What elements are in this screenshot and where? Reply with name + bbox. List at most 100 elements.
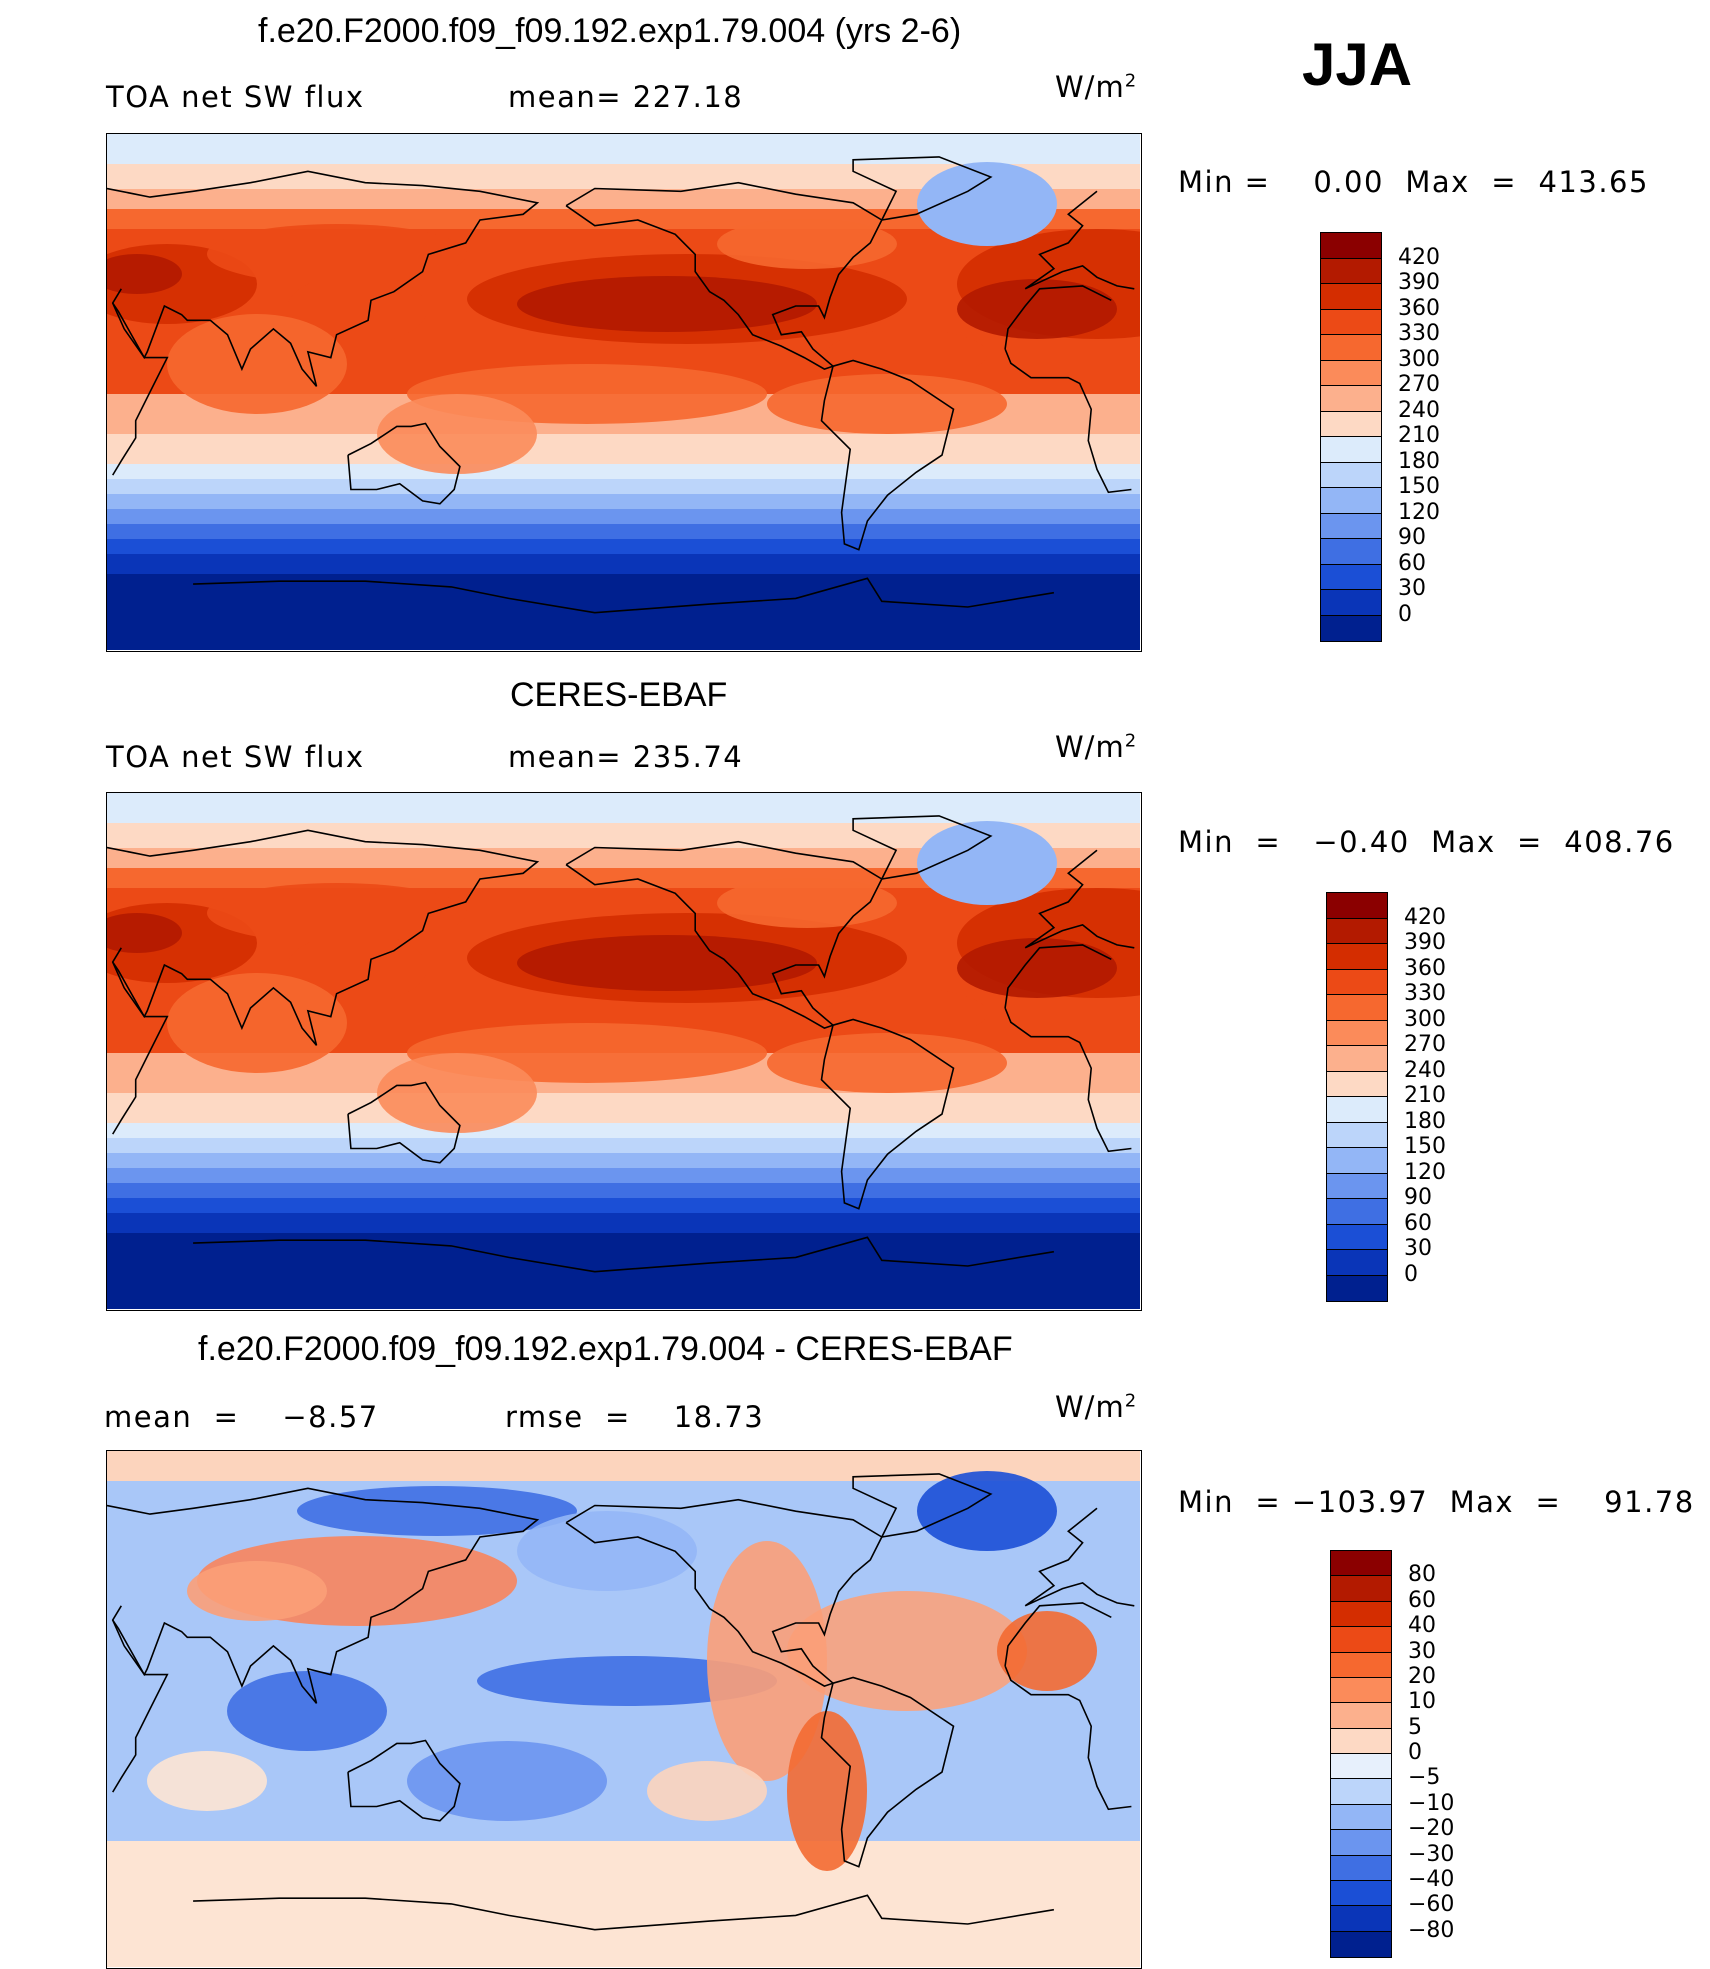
- panel3-minmax: Min = −103.97 Max = 91.78: [1178, 1485, 1695, 1519]
- colorbar-tick-label: 180: [1398, 448, 1440, 474]
- colorbar-tick-label: 20: [1408, 1663, 1436, 1689]
- colorbar-swatch: [1327, 918, 1387, 944]
- panel3-units: W/m2: [1055, 1390, 1138, 1424]
- panel2-variable-label: TOA net SW flux: [106, 740, 365, 774]
- colorbar-tick-label: 90: [1398, 525, 1426, 550]
- colorbar-swatch: [1331, 1601, 1391, 1628]
- panel2-colorbar: [1326, 892, 1388, 1302]
- colorbar-tick-label: 420: [1404, 904, 1446, 930]
- colorbar-tick-label: 150: [1398, 474, 1440, 499]
- colorbar-swatch: [1331, 1754, 1391, 1780]
- colorbar-tick-label: 420: [1398, 244, 1440, 270]
- colorbar-swatch: [1321, 564, 1381, 590]
- colorbar-tick-label: 210: [1404, 1083, 1446, 1108]
- colorbar-tick-label: 60: [1408, 1587, 1436, 1613]
- colorbar-swatch: [1321, 386, 1381, 412]
- colorbar-swatch: [1331, 1551, 1391, 1577]
- colorbar-tick-label: 270: [1404, 1032, 1446, 1057]
- colorbar-swatch: [1321, 513, 1381, 539]
- colorbar-tick-label: 120: [1398, 499, 1440, 525]
- colorbar-tick-label: 0: [1398, 601, 1412, 627]
- colorbar-tick-label: −80: [1408, 1917, 1455, 1943]
- panel3-map: [106, 1450, 1142, 1969]
- colorbar-swatch: [1331, 1804, 1391, 1831]
- colorbar-swatch: [1327, 944, 1387, 970]
- colorbar-tick-label: 300: [1404, 1006, 1446, 1032]
- colorbar-tick-label: 80: [1408, 1562, 1436, 1588]
- colorbar-swatch: [1321, 615, 1381, 641]
- colorbar-tick-label: 210: [1398, 423, 1440, 448]
- colorbar-tick-label: 0: [1404, 1261, 1418, 1287]
- colorbar-swatch: [1321, 539, 1381, 565]
- colorbar-swatch: [1327, 1148, 1387, 1174]
- colorbar-swatch: [1327, 1173, 1387, 1199]
- colorbar-swatch: [1327, 995, 1387, 1021]
- colorbar-tick-label: 180: [1404, 1108, 1446, 1134]
- colorbar-tick-label: 330: [1404, 981, 1446, 1006]
- colorbar-swatch: [1327, 893, 1387, 919]
- panel2-minmax: Min = −0.40 Max = 408.76: [1178, 825, 1675, 859]
- panel1-colorbar: [1320, 232, 1382, 642]
- colorbar-swatch: [1331, 1830, 1391, 1856]
- colorbar-tick-label: 10: [1408, 1689, 1436, 1715]
- colorbar-swatch: [1321, 335, 1381, 361]
- colorbar-swatch: [1331, 1652, 1391, 1678]
- colorbar-swatch: [1321, 488, 1381, 514]
- colorbar-tick-label: 270: [1398, 372, 1440, 397]
- colorbar-swatch: [1331, 1728, 1391, 1754]
- colorbar-swatch: [1321, 590, 1381, 616]
- colorbar-tick-label: 390: [1398, 270, 1440, 295]
- colorbar-tick-label: 120: [1404, 1159, 1446, 1185]
- colorbar-swatch: [1327, 1046, 1387, 1072]
- colorbar-tick-label: −40: [1408, 1866, 1455, 1892]
- colorbar-swatch: [1327, 1020, 1387, 1046]
- colorbar-tick-label: 90: [1404, 1185, 1432, 1210]
- colorbar-swatch: [1321, 462, 1381, 488]
- colorbar-swatch: [1327, 1224, 1387, 1250]
- panel3-colorbar: [1330, 1550, 1392, 1958]
- colorbar-tick-label: 360: [1398, 295, 1440, 321]
- colorbar-tick-label: −10: [1408, 1790, 1455, 1816]
- colorbar-tick-label: 330: [1398, 321, 1440, 346]
- panel3-mean-label: mean = −8.57: [104, 1400, 379, 1434]
- colorbar-tick-label: 40: [1408, 1613, 1436, 1639]
- panel2-mean-label: mean= 235.74: [508, 740, 744, 774]
- panel1-map: [106, 133, 1142, 652]
- colorbar-tick-label: 240: [1404, 1057, 1446, 1083]
- colorbar-swatch: [1327, 1275, 1387, 1301]
- colorbar-swatch: [1331, 1703, 1391, 1729]
- colorbar-swatch: [1331, 1931, 1391, 1957]
- colorbar-swatch: [1321, 233, 1381, 259]
- colorbar-swatch: [1321, 258, 1381, 284]
- colorbar-swatch: [1321, 411, 1381, 437]
- panel2-units: W/m2: [1055, 730, 1138, 764]
- colorbar-swatch: [1327, 1199, 1387, 1225]
- colorbar-tick-label: −5: [1408, 1765, 1441, 1791]
- colorbar-swatch: [1331, 1627, 1391, 1653]
- panel3-rmse-label: rmse = 18.73: [505, 1400, 765, 1434]
- colorbar-tick-label: 30: [1404, 1236, 1432, 1261]
- colorbar-tick-label: 5: [1408, 1714, 1422, 1740]
- colorbar-swatch: [1321, 437, 1381, 463]
- colorbar-swatch: [1327, 969, 1387, 995]
- panel1-variable-label: TOA net SW flux: [106, 80, 365, 114]
- colorbar-tick-label: 150: [1404, 1134, 1446, 1159]
- panel2-title: CERES-EBAF: [510, 676, 728, 714]
- colorbar-tick-label: −30: [1408, 1841, 1455, 1867]
- colorbar-tick-label: 30: [1398, 576, 1426, 601]
- colorbar-tick-label: 0: [1408, 1740, 1422, 1765]
- panel3-title: f.e20.F2000.f09_f09.192.exp1.79.004 - CE…: [198, 1330, 1013, 1368]
- colorbar-tick-label: −60: [1408, 1892, 1455, 1918]
- colorbar-swatch: [1327, 1097, 1387, 1123]
- colorbar-swatch: [1331, 1576, 1391, 1602]
- season-label: JJA: [1302, 31, 1413, 98]
- colorbar-tick-label: −20: [1408, 1816, 1455, 1842]
- colorbar-tick-label: 60: [1404, 1210, 1432, 1236]
- colorbar-swatch: [1321, 309, 1381, 335]
- colorbar-swatch: [1331, 1906, 1391, 1932]
- panel2-map: [106, 792, 1142, 1311]
- colorbar-swatch: [1321, 284, 1381, 310]
- colorbar-swatch: [1321, 360, 1381, 386]
- panel1-title: f.e20.F2000.f09_f09.192.exp1.79.004 (yrs…: [258, 12, 962, 50]
- colorbar-swatch: [1331, 1677, 1391, 1704]
